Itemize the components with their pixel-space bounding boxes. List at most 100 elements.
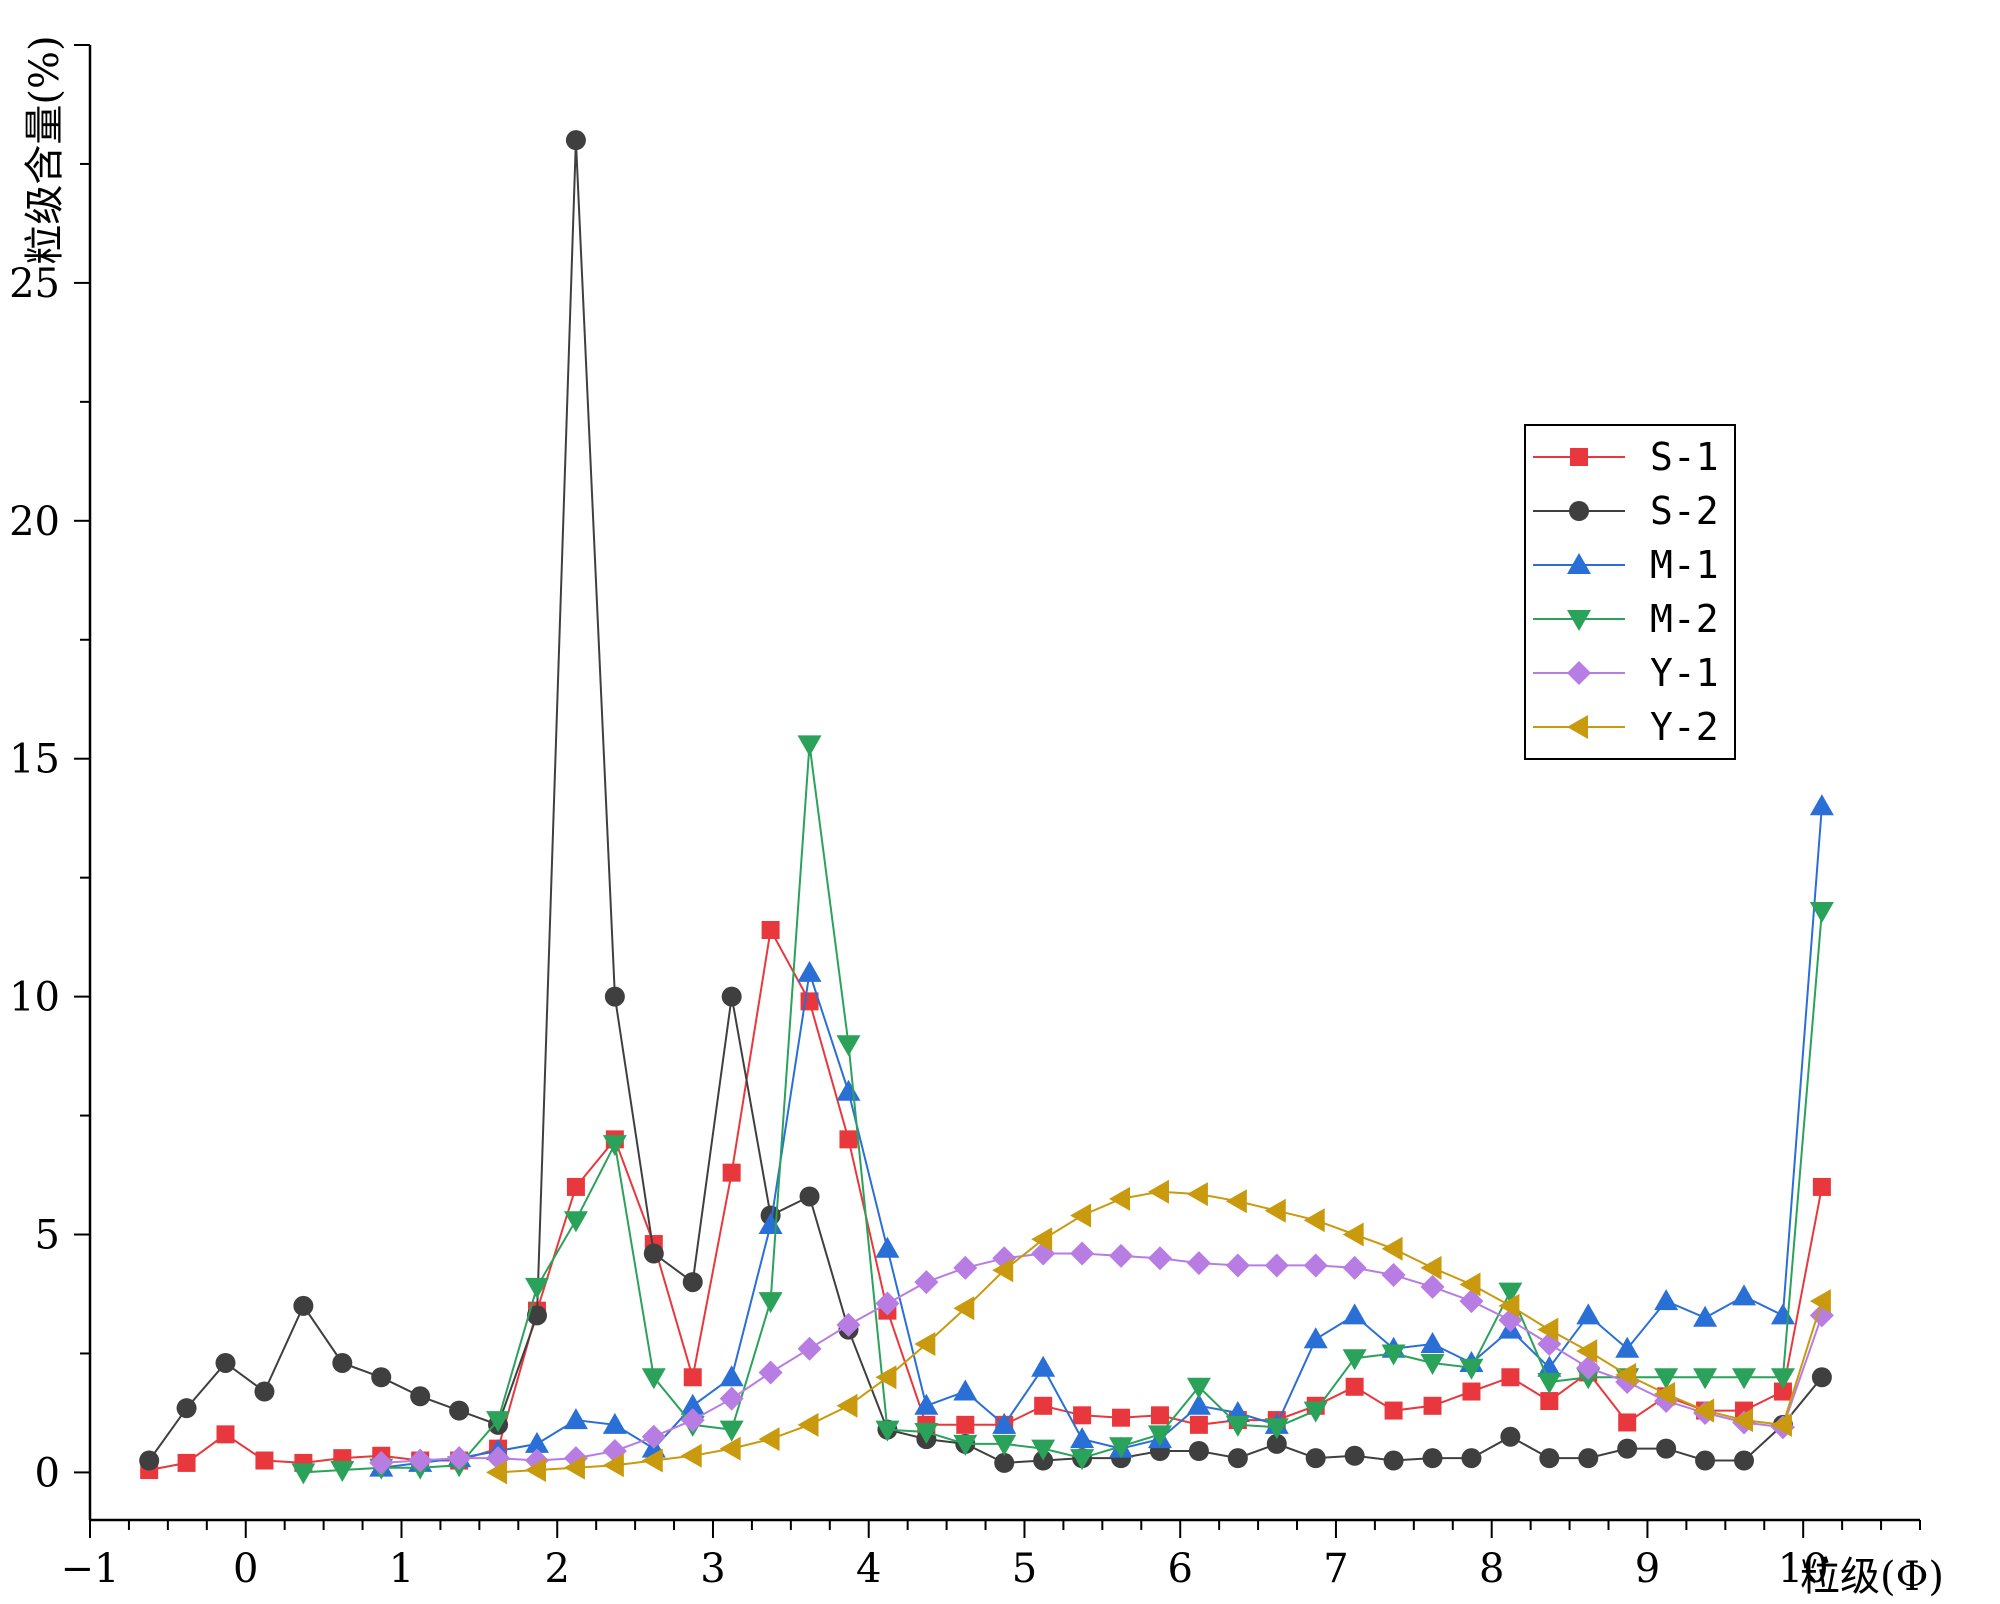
- data-point: [1070, 1427, 1095, 1449]
- data-point: [293, 1295, 314, 1316]
- data-point: [797, 1336, 822, 1361]
- data-point: [914, 1270, 939, 1295]
- data-point: [524, 1458, 546, 1483]
- data-point: [1578, 1448, 1599, 1469]
- data-point: [761, 921, 780, 939]
- data-point: [1112, 1408, 1131, 1427]
- x-tick-label: 4: [856, 1546, 881, 1592]
- data-point: [563, 1455, 585, 1480]
- data-point: [1420, 1331, 1445, 1353]
- legend-item: S-2: [1533, 489, 1719, 533]
- data-point: [1342, 1222, 1364, 1247]
- data-point: [410, 1386, 431, 1407]
- y-tick-label: 5: [35, 1213, 60, 1259]
- data-point: [1073, 1406, 1092, 1425]
- legend-label: M-2: [1650, 597, 1719, 641]
- legend-marker: [1567, 610, 1591, 631]
- data-point: [1031, 1439, 1056, 1461]
- data-point: [1150, 1406, 1169, 1425]
- data-point: [1462, 1382, 1481, 1401]
- legend-box: [1524, 424, 1736, 760]
- data-point: [680, 1408, 705, 1433]
- data-point: [1070, 1449, 1095, 1471]
- data-point: [1225, 1189, 1247, 1214]
- data-point: [797, 1412, 819, 1437]
- data-point: [682, 1272, 703, 1293]
- data-point: [408, 1448, 433, 1473]
- data-point: [1539, 1448, 1560, 1469]
- data-point: [1264, 1253, 1289, 1278]
- legend-label: M-1: [1650, 543, 1719, 587]
- y-tick-label: 20: [9, 499, 60, 545]
- data-point: [332, 1352, 353, 1373]
- data-point: [1615, 1336, 1640, 1358]
- legend-marker: [1567, 715, 1588, 739]
- x-tick-label: −1: [61, 1546, 120, 1592]
- series-m-1: [369, 794, 1834, 1477]
- x-tick-label: 5: [1012, 1546, 1037, 1592]
- data-point: [1420, 1274, 1445, 1299]
- data-point: [1773, 1382, 1792, 1401]
- data-point: [1576, 1303, 1601, 1325]
- x-tick-label: 8: [1479, 1546, 1504, 1592]
- data-point: [1227, 1448, 1248, 1469]
- data-point: [1070, 1203, 1092, 1228]
- series-s-1: [140, 921, 1831, 1480]
- data-point: [1305, 1448, 1326, 1469]
- data-point: [486, 1411, 511, 1433]
- data-point: [758, 1427, 780, 1452]
- data-point: [1576, 1339, 1598, 1364]
- data-point: [1420, 1353, 1445, 1375]
- data-point: [799, 1186, 820, 1207]
- data-point: [1266, 1433, 1287, 1454]
- data-point: [1501, 1368, 1520, 1387]
- data-point: [643, 1243, 664, 1264]
- series-line: [148, 140, 1823, 1464]
- data-point: [1147, 1179, 1169, 1204]
- data-point: [641, 1424, 666, 1449]
- data-point: [680, 1443, 702, 1468]
- data-point: [836, 1393, 858, 1418]
- data-point: [683, 1368, 702, 1387]
- data-point: [1423, 1396, 1442, 1415]
- data-point: [369, 1450, 394, 1475]
- data-point: [721, 986, 742, 1007]
- data-point: [1264, 1418, 1289, 1440]
- data-point: [914, 1393, 939, 1415]
- legend-item: M-2: [1533, 597, 1719, 641]
- data-point: [956, 1415, 975, 1434]
- data-point: [836, 1312, 861, 1337]
- data-point: [680, 1393, 705, 1415]
- data-point: [758, 1292, 783, 1314]
- data-point: [524, 1431, 549, 1453]
- data-point: [1189, 1415, 1208, 1434]
- data-point: [1420, 1255, 1442, 1280]
- data-point: [1303, 1208, 1325, 1233]
- data-point: [1809, 901, 1834, 923]
- data-point: [1537, 1355, 1562, 1377]
- data-point: [839, 1130, 858, 1149]
- data-point: [1498, 1282, 1523, 1304]
- data-point: [1732, 1284, 1757, 1306]
- data-point: [1812, 1177, 1831, 1196]
- data-point: [1654, 1381, 1676, 1406]
- data-point: [1342, 1255, 1367, 1280]
- data-point: [1618, 1413, 1637, 1432]
- x-tick-label: 7: [1323, 1546, 1348, 1592]
- data-point: [719, 1386, 744, 1411]
- data-point: [1034, 1396, 1053, 1415]
- data-point: [1734, 1450, 1755, 1471]
- data-point: [1540, 1392, 1559, 1411]
- data-point: [836, 1079, 861, 1101]
- data-point: [992, 1434, 1017, 1456]
- data-point: [1031, 1227, 1053, 1252]
- data-point: [1693, 1368, 1718, 1390]
- data-point: [1303, 1327, 1328, 1349]
- x-tick-label: 9: [1635, 1546, 1660, 1592]
- legend-item: Y-1: [1533, 651, 1719, 695]
- data-point: [953, 1296, 975, 1321]
- legend-label: Y-2: [1650, 705, 1719, 749]
- data-point: [216, 1425, 235, 1444]
- data-point: [1656, 1438, 1677, 1459]
- data-point: [875, 1236, 900, 1258]
